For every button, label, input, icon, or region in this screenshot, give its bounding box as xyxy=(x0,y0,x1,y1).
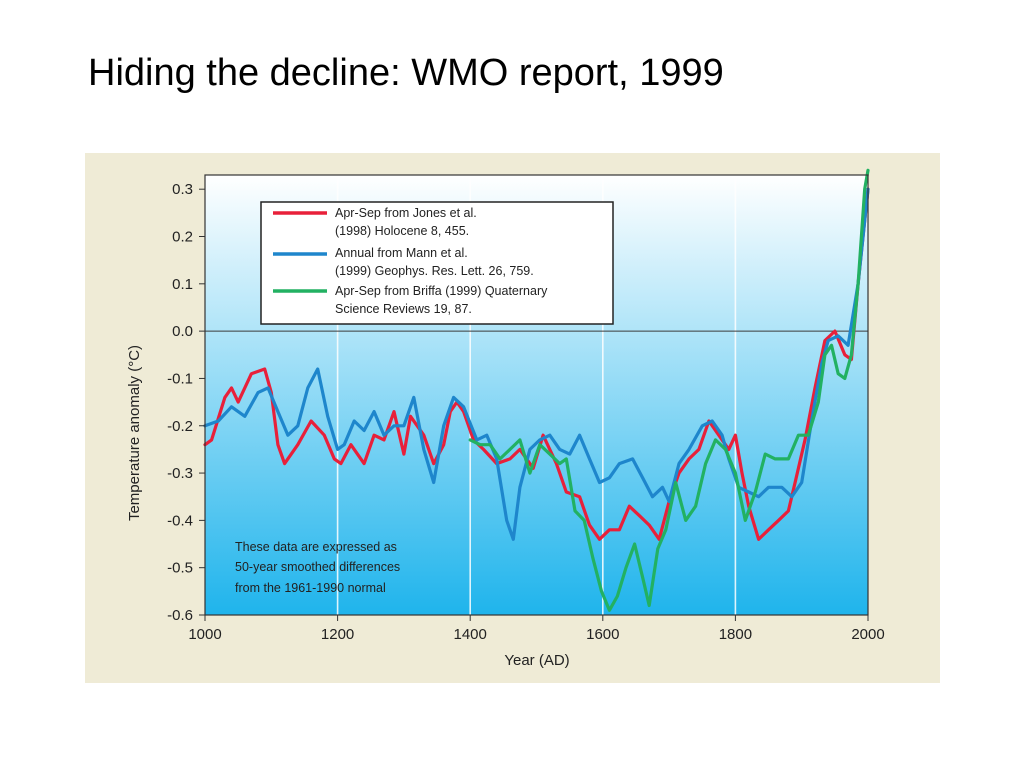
legend-entry-jones-line2: (1998) Holocene 8, 455. xyxy=(335,224,469,238)
note-line-2: 50-year smoothed differences xyxy=(235,560,400,574)
y-tick-label: 0.0 xyxy=(172,323,193,340)
x-axis-label: Year (AD) xyxy=(504,652,569,669)
y-tick-label: -0.2 xyxy=(167,418,193,435)
x-tick-label: 1600 xyxy=(586,626,619,643)
legend-entry-briffa-line1: Apr-Sep from Briffa (1999) Quaternary xyxy=(335,284,548,298)
x-tick-label: 1200 xyxy=(321,626,354,643)
series-line-0 xyxy=(203,187,870,541)
x-tick-label: 1800 xyxy=(719,626,752,643)
legend-box xyxy=(260,201,614,325)
x-tick-label: 1400 xyxy=(454,626,487,643)
legend-entry-mann-line2: (1999) Geophys. Res. Lett. 26, 759. xyxy=(335,264,534,278)
x-tick-label: 1000 xyxy=(188,626,221,643)
y-tick-label: 0.1 xyxy=(172,276,193,293)
legend: Apr-Sep from Jones et al. (1998) Holocen… xyxy=(260,201,614,325)
axis-layer: 0.3 0.2 0.1 0.0 -0.1 -0.2 -0.3 -0.4 -0.5 -0.6 1000… xyxy=(167,174,885,643)
x-tick-label: 2000 xyxy=(851,626,884,643)
legend-entry-briffa-line2: Science Reviews 19, 87. xyxy=(335,302,472,316)
note-annotation: These data are expressed as 50-year smoo… xyxy=(235,540,400,595)
y-axis-label: Temperature anomaly (°C) xyxy=(126,345,143,521)
legend-entry-jones-line1: Apr-Sep from Jones et al. xyxy=(335,206,477,220)
plot-frame xyxy=(204,174,869,616)
series-layer xyxy=(203,168,870,612)
slide-title: Hiding the decline: WMO report, 1999 xyxy=(88,52,724,94)
series-line-1 xyxy=(203,187,870,541)
note-line-1: These data are expressed as xyxy=(235,540,397,554)
chart-svg: 0.3 0.2 0.1 0.0 -0.1 -0.2 -0.3 -0.4 -0.5 -0.6 1000… xyxy=(85,153,940,683)
y-tick-label: -0.4 xyxy=(167,512,193,529)
y-tick-label: -0.1 xyxy=(167,370,193,387)
legend-entry-mann-line1: Annual from Mann et al. xyxy=(335,246,468,260)
y-tick-label: -0.6 xyxy=(167,607,193,624)
note-line-3: from the 1961-1990 normal xyxy=(235,581,386,595)
y-tick-label: 0.2 xyxy=(172,229,193,246)
temperature-chart: 0.3 0.2 0.1 0.0 -0.1 -0.2 -0.3 -0.4 -0.5 -0.6 1000… xyxy=(85,153,940,683)
y-tick-label: 0.3 xyxy=(172,181,193,198)
y-tick-label: -0.3 xyxy=(167,465,193,482)
y-tick-label: -0.5 xyxy=(167,560,193,577)
series-line-2 xyxy=(468,168,870,612)
